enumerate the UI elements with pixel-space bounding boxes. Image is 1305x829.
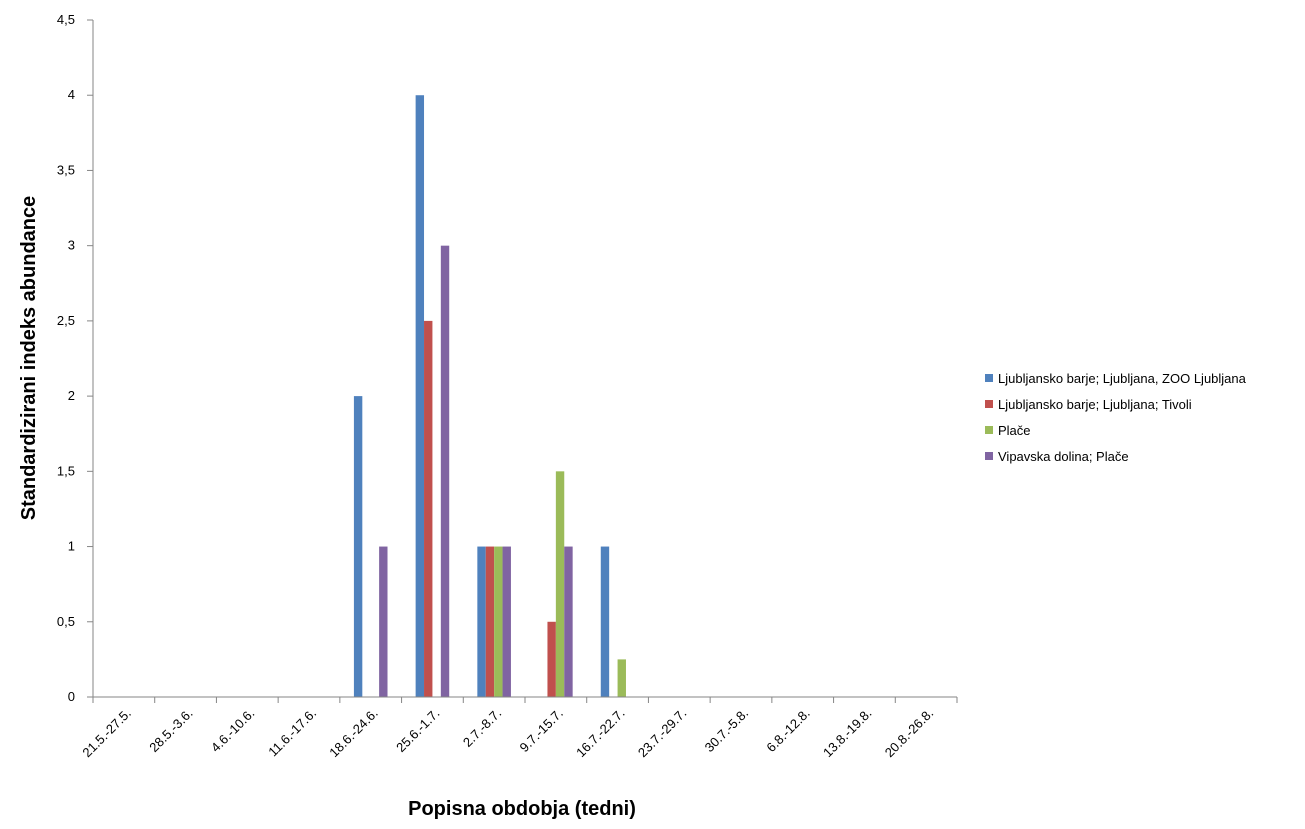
y-ticks-group: 0 0,5 1 1,5 2 2,5 3 3,5 4 4,5 (57, 12, 93, 704)
x-tick-label: 21.5.-27.5. (79, 706, 134, 761)
legend-swatch (985, 426, 993, 434)
bar (547, 621, 556, 697)
bar (485, 546, 495, 697)
y-tick-label: 2 (68, 388, 75, 403)
x-tick-label: 20.8.-26.8. (882, 706, 937, 761)
x-tick-label: 25.6.-1.7. (393, 706, 442, 755)
bar (424, 320, 433, 697)
bar (379, 546, 388, 697)
bar (555, 471, 565, 697)
y-tick-label: 1,5 (57, 463, 75, 478)
legend-swatch (985, 374, 993, 382)
legend-label: Ljubljansko barje; Ljubljana; Tivoli (998, 397, 1192, 412)
x-ticks-group: 21.5.-27.5. 28.5.-3.6. 4.6.-10.6. 11.6.-17.… (79, 697, 958, 761)
x-axis-title: Popisna obdobja (tedni) (408, 798, 636, 820)
legend-swatch (985, 452, 993, 460)
bar (564, 546, 573, 697)
x-tick-label: 11.6.-17.6. (265, 706, 319, 760)
x-tick-label: 6.8.-12.8. (763, 706, 812, 755)
y-tick-label: 0 (68, 689, 75, 704)
legend-label: Plače (998, 423, 1031, 438)
bar (477, 546, 486, 697)
bars-group (353, 95, 626, 697)
legend-label: Ljubljansko barje; Ljubljana, ZOO Ljublj… (998, 371, 1247, 386)
x-tick-label: 2.7.-8.7. (460, 706, 504, 750)
legend-label: Vipavska dolina; Plače (998, 449, 1129, 464)
x-tick-label: 28.5.-3.6. (146, 706, 195, 755)
y-axis-title: Standardizirani indeks abundance (18, 196, 40, 521)
legend-swatch (985, 400, 993, 408)
bar (494, 546, 503, 697)
legend: Ljubljansko barje; Ljubljana, ZOO Ljublj… (985, 371, 1247, 464)
x-tick-label: 23.7.-29.7. (635, 706, 690, 761)
bar (600, 546, 610, 697)
bar (415, 95, 425, 697)
bar (353, 396, 363, 697)
y-tick-label: 4 (68, 87, 75, 102)
y-tick-label: 0,5 (57, 614, 75, 629)
bar (440, 245, 450, 697)
bar (617, 659, 626, 697)
x-tick-label: 30.7.-5.8. (702, 706, 751, 755)
y-tick-label: 3,5 (57, 162, 75, 177)
x-tick-label: 4.6.-10.6. (208, 706, 257, 755)
y-tick-label: 2,5 (57, 313, 75, 328)
y-tick-label: 3 (68, 238, 75, 253)
x-tick-label: 13.8.-19.8. (820, 706, 875, 761)
x-tick-label: 18.6.-24.6. (326, 706, 381, 761)
bar (502, 546, 511, 697)
x-tick-label: 9.7.-15.7. (517, 706, 566, 755)
x-tick-label: 16.7.-22.7. (573, 706, 628, 761)
y-tick-label: 4,5 (57, 12, 75, 27)
plot-area: 0 0,5 1 1,5 2 2,5 3 3,5 4 4,5 21.5.-27.5. 28.5.-3.… (57, 12, 958, 761)
y-tick-label: 1 (68, 539, 75, 554)
